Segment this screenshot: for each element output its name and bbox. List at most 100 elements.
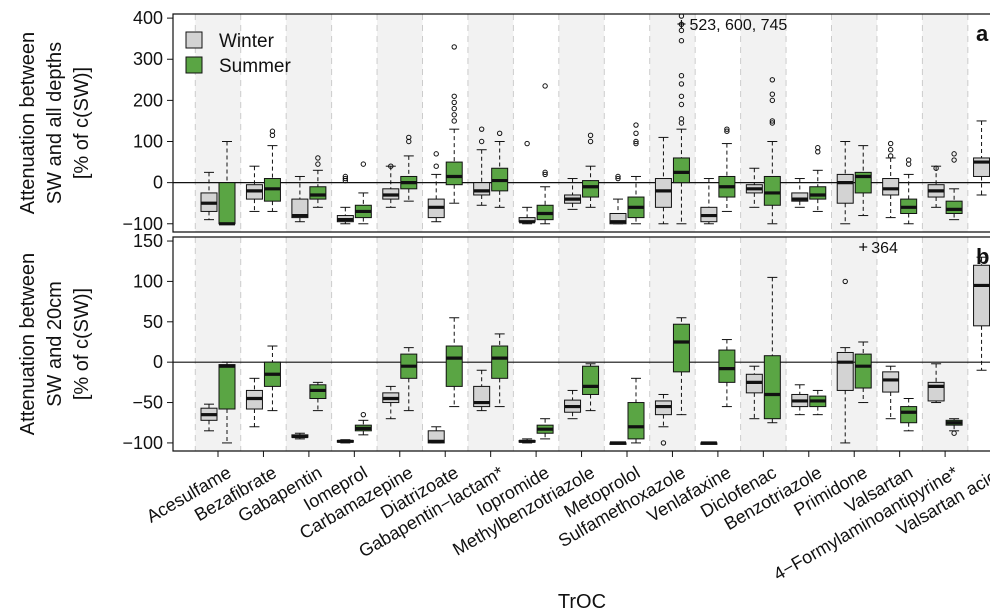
box-winter <box>336 173 354 225</box>
box-winter <box>518 438 536 444</box>
outlier-point <box>360 411 367 418</box>
box-iqr <box>672 323 690 373</box>
box-summer <box>263 345 281 412</box>
y-tick-label: 200 <box>133 90 163 110</box>
outlier-point <box>315 161 321 167</box>
box-summer <box>354 411 372 436</box>
box-iqr <box>791 192 809 202</box>
outlier-point <box>678 72 685 79</box>
y-tick-label: 400 <box>133 8 163 28</box>
box-winter <box>927 363 945 404</box>
box-winter <box>245 377 263 428</box>
outlier-point <box>678 120 685 126</box>
box-iqr <box>627 402 645 440</box>
box-winter <box>518 140 536 225</box>
box-iqr <box>900 406 918 424</box>
outlier-point <box>933 165 939 171</box>
box-summer <box>945 418 963 436</box>
box-summer <box>354 161 372 225</box>
box-winter <box>382 385 400 420</box>
box-winter <box>427 151 445 223</box>
panel-frame <box>172 13 990 233</box>
box-summer <box>718 126 736 212</box>
box-summer <box>536 418 554 440</box>
box-iqr <box>654 178 672 208</box>
box-winter <box>609 441 627 445</box>
outlier-point <box>724 128 730 134</box>
box-winter <box>927 165 945 208</box>
outlier-point <box>842 278 848 285</box>
box-winter <box>745 167 763 208</box>
box-winter <box>882 365 900 420</box>
box-summer <box>718 339 736 408</box>
box-summer <box>218 141 236 226</box>
outlier-point <box>360 161 367 167</box>
box-iqr <box>309 186 327 200</box>
box-winter <box>700 178 718 225</box>
outlier-point <box>478 126 485 132</box>
box-winter <box>336 439 354 444</box>
outlier-point <box>951 151 957 157</box>
y-axis-title-line: Attenuation between <box>17 32 39 214</box>
y-tick-label: 100 <box>133 132 163 152</box>
legend-label: Winter <box>219 31 275 52</box>
box-summer <box>900 398 918 432</box>
box-summer <box>400 347 418 412</box>
box-winter <box>973 120 990 196</box>
box-iqr <box>473 182 491 196</box>
outlier-point <box>542 171 548 178</box>
box-winter <box>291 432 309 440</box>
y-tick-label: −100 <box>122 214 163 234</box>
outlier-point <box>587 132 594 139</box>
box-summer <box>491 333 509 408</box>
box-winter <box>609 173 627 225</box>
box-iqr <box>582 365 600 395</box>
outlier-point <box>678 27 685 34</box>
box-summer <box>491 130 509 208</box>
box-iqr <box>491 345 509 379</box>
category-band <box>922 237 968 451</box>
y-tick-label: 0 <box>153 173 163 193</box>
box-summer <box>582 132 600 208</box>
outlier-point <box>724 126 730 132</box>
box-iqr <box>882 371 900 393</box>
y-tick-label: 150 <box>133 231 163 251</box>
outlier-point <box>633 130 639 136</box>
box-iqr <box>882 178 900 196</box>
outlier-point <box>342 175 349 182</box>
y-axis-title-line: SW and all depths <box>44 42 66 204</box>
box-iqr <box>672 157 690 184</box>
category-band <box>286 237 332 451</box>
category-band <box>467 237 514 451</box>
panel-label: b <box>976 244 989 269</box>
y-axis-title-line: SW and 20cm <box>44 281 66 407</box>
box-iqr <box>718 349 736 383</box>
outlier-point <box>769 91 776 97</box>
outlier-point <box>524 140 530 147</box>
box-winter <box>973 256 990 371</box>
box-summer <box>763 77 781 225</box>
box-summer <box>309 155 327 208</box>
outlier-point <box>587 138 594 145</box>
outlier-point <box>542 169 548 176</box>
y-axis-title-line: [% of c(SW)] <box>71 67 93 179</box>
box-winter <box>427 426 445 444</box>
box-iqr <box>836 173 854 204</box>
box-winter <box>791 178 809 208</box>
box-summer <box>309 381 327 412</box>
box-iqr <box>809 186 827 200</box>
box-winter <box>836 141 854 225</box>
outlier-point <box>451 93 457 99</box>
outlier-point <box>451 112 457 118</box>
box-winter <box>745 365 763 420</box>
box-winter <box>836 278 854 444</box>
outlier-point <box>678 81 685 87</box>
category-band <box>831 237 877 451</box>
y-axis-title-line: [% of c(SW)] <box>71 288 93 400</box>
box-winter <box>700 441 718 445</box>
outlier-point <box>678 38 685 44</box>
category-band <box>377 237 423 451</box>
outlier-point <box>269 132 276 139</box>
y-axis-title-line: Attenuation between <box>17 253 39 435</box>
box-winter <box>882 140 900 219</box>
